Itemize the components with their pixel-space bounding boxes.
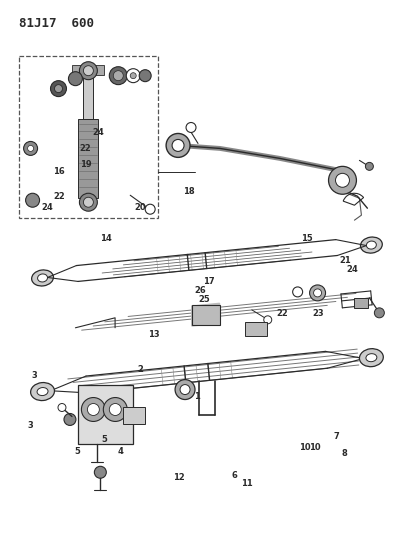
Ellipse shape xyxy=(361,237,382,253)
Text: 21: 21 xyxy=(340,256,351,264)
Text: 6: 6 xyxy=(231,471,237,480)
Text: 12: 12 xyxy=(173,473,185,482)
Circle shape xyxy=(84,197,93,207)
Text: 25: 25 xyxy=(198,295,210,304)
Bar xyxy=(355,298,368,308)
Circle shape xyxy=(166,133,190,157)
Text: 26: 26 xyxy=(194,286,206,295)
Text: 14: 14 xyxy=(100,235,112,244)
Ellipse shape xyxy=(366,241,376,249)
Text: 11: 11 xyxy=(242,479,253,488)
Circle shape xyxy=(95,466,106,478)
Circle shape xyxy=(314,289,322,297)
Ellipse shape xyxy=(31,383,54,401)
Text: 10: 10 xyxy=(299,442,311,451)
Text: 20: 20 xyxy=(134,203,146,212)
Circle shape xyxy=(365,163,374,171)
Circle shape xyxy=(139,70,151,82)
Text: 24: 24 xyxy=(41,203,53,212)
Bar xyxy=(123,407,145,424)
Bar xyxy=(19,56,158,218)
Circle shape xyxy=(109,67,127,85)
Text: 22: 22 xyxy=(79,144,91,153)
Bar xyxy=(78,118,98,198)
Ellipse shape xyxy=(37,387,48,395)
Ellipse shape xyxy=(366,354,377,362)
Circle shape xyxy=(293,287,303,297)
Ellipse shape xyxy=(359,349,383,367)
Circle shape xyxy=(186,123,196,133)
Text: 24: 24 xyxy=(92,128,104,137)
Text: 7: 7 xyxy=(333,432,339,441)
Bar xyxy=(72,64,104,75)
Ellipse shape xyxy=(32,270,54,286)
Circle shape xyxy=(113,71,123,80)
Circle shape xyxy=(172,140,184,151)
Circle shape xyxy=(130,72,136,79)
Circle shape xyxy=(145,204,155,214)
Circle shape xyxy=(54,85,63,93)
Circle shape xyxy=(329,166,357,194)
Circle shape xyxy=(336,173,349,187)
Circle shape xyxy=(82,398,105,422)
Circle shape xyxy=(80,62,97,79)
Text: 17: 17 xyxy=(203,277,215,286)
Circle shape xyxy=(109,403,121,415)
Circle shape xyxy=(374,308,384,318)
Text: 3: 3 xyxy=(31,371,37,380)
Text: 22: 22 xyxy=(53,192,65,201)
Text: 24: 24 xyxy=(346,265,358,273)
Circle shape xyxy=(26,193,39,207)
Text: 19: 19 xyxy=(80,160,92,169)
Text: 4: 4 xyxy=(117,447,123,456)
Bar xyxy=(192,305,219,325)
Text: 1: 1 xyxy=(194,392,200,401)
Circle shape xyxy=(103,398,127,422)
Text: 16: 16 xyxy=(53,167,65,176)
Circle shape xyxy=(175,379,195,400)
Circle shape xyxy=(126,69,140,83)
Text: 13: 13 xyxy=(148,330,160,339)
Circle shape xyxy=(180,385,190,394)
Text: 18: 18 xyxy=(182,187,194,196)
Text: 3: 3 xyxy=(27,421,33,430)
Circle shape xyxy=(84,66,93,76)
Text: 5: 5 xyxy=(102,435,108,444)
Circle shape xyxy=(58,403,66,411)
Circle shape xyxy=(310,285,325,301)
Text: 23: 23 xyxy=(312,309,324,318)
Text: 81J17  600: 81J17 600 xyxy=(19,17,94,30)
Circle shape xyxy=(264,316,272,324)
Text: 2: 2 xyxy=(137,365,143,374)
Text: 15: 15 xyxy=(301,235,313,244)
Bar xyxy=(245,322,267,336)
Text: 22: 22 xyxy=(277,309,288,318)
Bar xyxy=(78,385,133,445)
Polygon shape xyxy=(192,303,219,326)
Text: 10: 10 xyxy=(309,442,321,451)
Circle shape xyxy=(28,146,33,151)
Circle shape xyxy=(80,193,97,211)
Bar xyxy=(84,72,93,118)
Text: 8: 8 xyxy=(341,449,347,458)
Circle shape xyxy=(69,72,82,86)
Circle shape xyxy=(24,141,37,156)
Text: 5: 5 xyxy=(74,447,80,456)
Circle shape xyxy=(87,403,99,415)
Circle shape xyxy=(50,80,67,96)
Ellipse shape xyxy=(37,274,48,282)
Circle shape xyxy=(64,414,76,425)
